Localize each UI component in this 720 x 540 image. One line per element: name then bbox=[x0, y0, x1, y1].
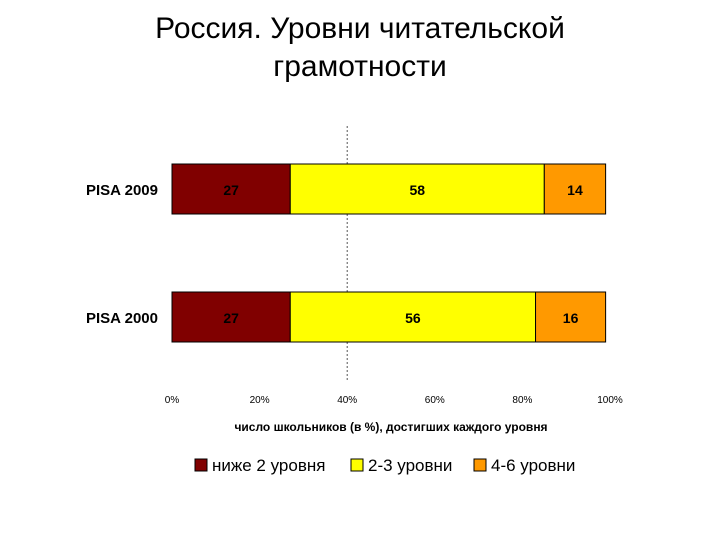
chart-title-line-2: грамотности bbox=[273, 50, 447, 83]
x-tick-label-1: 0% bbox=[165, 395, 180, 406]
bar-segment-1-2 bbox=[289, 163, 545, 215]
data-label-2-2: 56 bbox=[405, 310, 421, 326]
legend-label-3: 4-6 уровни bbox=[491, 456, 575, 475]
x-tick-label-6: 100% bbox=[597, 395, 623, 406]
legend-label-2: 2-3 уровни bbox=[368, 456, 452, 475]
data-label-1-3: 14 bbox=[567, 182, 583, 198]
bar-segment-1-3 bbox=[543, 163, 607, 215]
chart-title: Россия. Уровни читательской грамотности bbox=[0, 10, 720, 86]
x-tick-label-2: 20% bbox=[250, 395, 270, 406]
category-label-1: PISA 2009 bbox=[86, 182, 158, 199]
bar-segment-2-3 bbox=[535, 291, 607, 343]
x-tick-label-5: 80% bbox=[512, 395, 532, 406]
category-label-2: PISA 2000 bbox=[86, 310, 158, 327]
x-tick-label-3: 40% bbox=[337, 395, 357, 406]
x-tick-label-4: 60% bbox=[425, 395, 445, 406]
chart-title-line-1: Россия. Уровни читательской bbox=[155, 12, 565, 45]
data-label-1-2: 58 bbox=[409, 182, 425, 198]
x-axis-title: число школьников (в %), достигших каждог… bbox=[234, 420, 547, 434]
bar-segment-2-2 bbox=[289, 291, 537, 343]
data-label-2-3: 16 bbox=[563, 310, 579, 326]
legend-label-1: ниже 2 уровня bbox=[212, 456, 325, 475]
legend-swatch-2 bbox=[350, 458, 364, 472]
legend-swatch-1 bbox=[194, 458, 208, 472]
legend: ниже 2 уровня 2-3 уровни 4-6 уровни bbox=[194, 456, 575, 475]
data-label-2-1: 27 bbox=[223, 310, 239, 326]
data-label-1-1: 27 bbox=[223, 182, 239, 198]
legend-swatch-3 bbox=[473, 458, 487, 472]
